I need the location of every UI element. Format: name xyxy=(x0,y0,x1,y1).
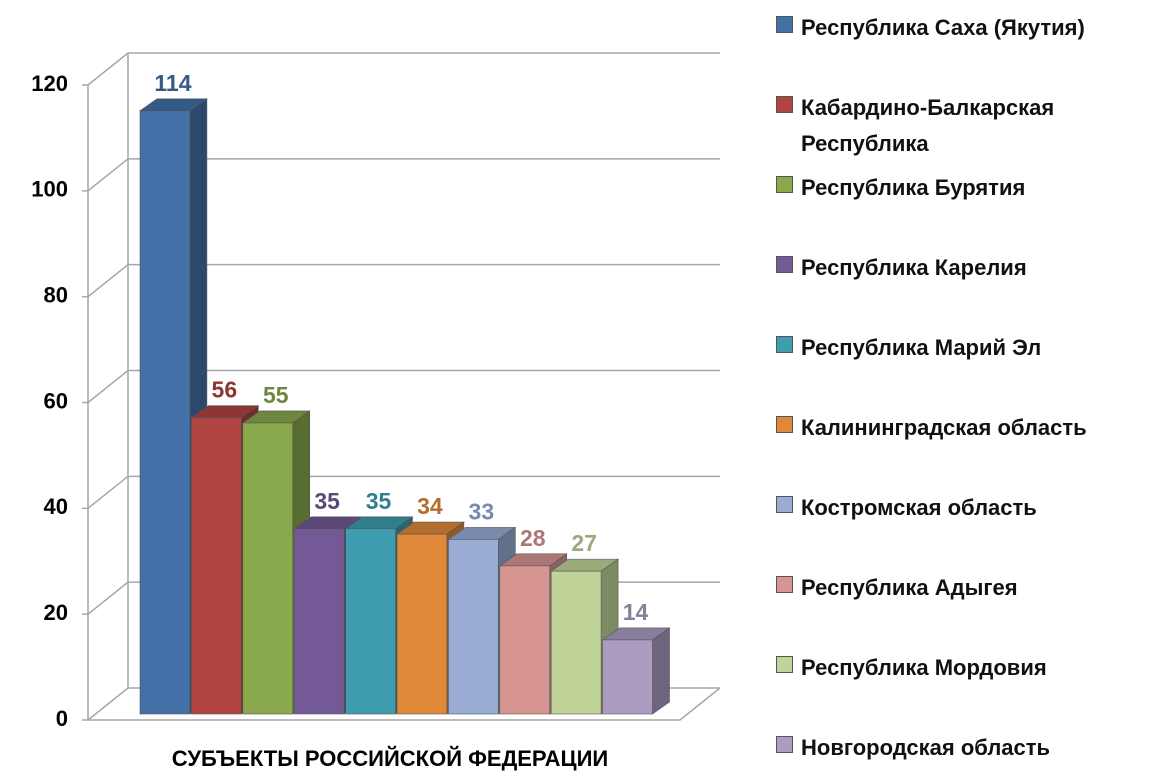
legend-label: Республика Бурятия xyxy=(801,175,1026,200)
y-tick-label: 40 xyxy=(44,494,68,519)
data-label: 35 xyxy=(314,488,340,514)
bar xyxy=(499,565,550,715)
bar xyxy=(293,528,345,715)
legend-label: Новгородская область xyxy=(801,735,1051,760)
legend-swatch xyxy=(776,576,793,593)
legend-item: Республика Адыгея xyxy=(776,570,1161,606)
bar xyxy=(396,533,448,715)
y-tick-label: 120 xyxy=(31,71,68,96)
legend-label: Республика Саха (Якутия) xyxy=(801,15,1085,40)
bar xyxy=(139,110,191,715)
bar xyxy=(345,528,396,715)
legend-label: Кабардино-Балкарская Республика xyxy=(801,95,1055,156)
data-label: 34 xyxy=(417,493,443,519)
legend-item: Новгородская область xyxy=(776,730,1161,766)
legend-swatch xyxy=(776,176,793,193)
bar-side xyxy=(652,627,670,715)
floor xyxy=(88,687,721,721)
legend-label: Республика Мордовия xyxy=(801,655,1047,680)
bar xyxy=(602,639,653,715)
legend-item: Республика Карелия xyxy=(776,250,1161,286)
bar xyxy=(191,417,242,715)
data-label: 33 xyxy=(469,498,495,524)
legend-swatch xyxy=(776,96,793,113)
x-axis-label: СУБЪЕКТЫ РОССИЙСКОЙ ФЕДЕРАЦИИ xyxy=(172,746,609,771)
legend-item: Костромская область xyxy=(776,490,1161,526)
grid-line xyxy=(87,369,720,404)
y-tick-label: 60 xyxy=(44,388,68,413)
legend-swatch xyxy=(776,736,793,753)
legend-label: Республика Карелия xyxy=(801,255,1027,280)
legend-item: Республика Саха (Якутия) xyxy=(776,10,1161,46)
bar xyxy=(242,422,294,715)
plot: СУБЪЕКТЫ РОССИЙСКОЙ ФЕДЕРАЦИИ 0 20 40 60 80 1… xyxy=(31,52,721,771)
y-tick-label: 80 xyxy=(44,282,68,307)
data-label: 114 xyxy=(154,70,191,96)
legend-item: Кабардино-Балкарская Республика xyxy=(776,90,1161,162)
data-label: 28 xyxy=(520,525,546,551)
legend-label: Калининградская область xyxy=(801,415,1087,440)
grid-line xyxy=(87,158,720,192)
legend-swatch xyxy=(776,256,793,273)
legend-item: Калининградская область xyxy=(776,410,1161,446)
data-label: 55 xyxy=(263,382,289,408)
legend-swatch xyxy=(776,416,793,433)
data-label: 35 xyxy=(366,488,392,514)
legend-swatch xyxy=(776,16,793,33)
grid-line xyxy=(87,475,720,509)
legend-swatch xyxy=(776,496,793,513)
y-tick-label: 0 xyxy=(56,706,68,731)
y-tick-label: 100 xyxy=(31,177,68,202)
legend-label: Костромская область xyxy=(801,495,1037,520)
bar xyxy=(550,570,602,715)
data-label: 56 xyxy=(212,377,238,403)
data-label: 14 xyxy=(623,599,649,625)
legend-label: Республика Адыгея xyxy=(801,575,1018,600)
legend-item: Республика Мордовия xyxy=(776,650,1161,686)
legend-swatch xyxy=(776,336,793,353)
data-label: 27 xyxy=(571,530,597,556)
grid-line xyxy=(87,263,720,298)
legend-label: Республика Марий Эл xyxy=(801,335,1042,360)
legend-item: Республика Бурятия xyxy=(776,170,1161,206)
legend-swatch xyxy=(776,656,793,673)
y-tick-label: 20 xyxy=(44,600,68,625)
legend-item: Республика Марий Эл xyxy=(776,330,1161,366)
grid-line xyxy=(87,52,720,86)
bar xyxy=(448,539,499,715)
